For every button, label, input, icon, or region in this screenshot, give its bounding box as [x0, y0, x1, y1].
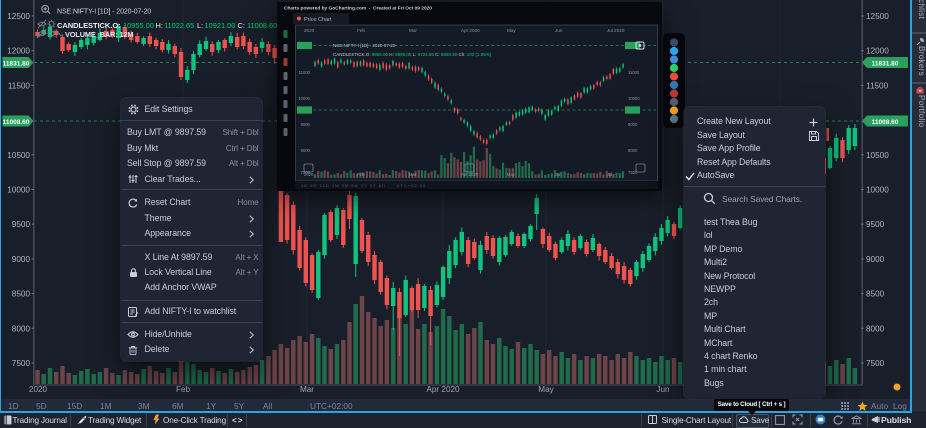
svg-text:11022.65: 11022.65: [164, 21, 194, 30]
svg-text:Apr 2020: Apr 2020: [461, 28, 480, 33]
svg-text:12500: 12500: [7, 12, 30, 21]
svg-text:CANDLESTICK.O:: CANDLESTICK.O:: [57, 21, 121, 30]
svg-text:Mar: Mar: [300, 385, 314, 394]
svg-text:NSE:NIFTY-I [1D] - 2020-07-20: NSE:NIFTY-I [1D] - 2020-07-20: [57, 8, 151, 15]
svg-text:11008.60: 11008.60: [3, 119, 30, 126]
svg-text:Feb: Feb: [357, 28, 365, 33]
svg-text:1D 5D 15D 1M 3M 6M 1Y 5: 1D 5D 15D 1M 3M 6M 1Y 5Y All UTC+02:00: [301, 183, 426, 188]
svg-text:7500: 7500: [628, 170, 638, 175]
svg-text:9500: 9500: [12, 220, 31, 229]
svg-text:2020: 2020: [304, 172, 314, 177]
svg-text:10000: 10000: [628, 96, 640, 101]
svg-text:CANDLESTICK.O: 9856.00 H: 9889: CANDLESTICK.O: 9856.00 H: 9889.05 L: 972…: [333, 52, 492, 57]
svg-text:11500: 11500: [866, 81, 889, 90]
svg-text:10500: 10500: [7, 151, 30, 160]
svg-text:11831.80: 11831.80: [872, 61, 899, 68]
svg-text:11008.60: 11008.60: [247, 21, 277, 30]
svg-text:Apr 2020: Apr 2020: [461, 172, 479, 177]
svg-text:10955.00: 10955.00: [123, 21, 154, 30]
svg-text:Jul 2020: Jul 2020: [607, 28, 625, 33]
svg-text:11000: 11000: [299, 70, 311, 75]
svg-text:7500: 7500: [866, 359, 885, 368]
svg-text:11831.80: 11831.80: [3, 61, 30, 68]
svg-text:9000: 9000: [301, 122, 311, 127]
svg-text:11000: 11000: [628, 70, 640, 75]
svg-text:2020: 2020: [29, 385, 48, 394]
svg-text:2020: 2020: [304, 28, 315, 33]
svg-text:Mar: Mar: [409, 28, 417, 33]
svg-text:VOLUME_BAR: 12M: VOLUME_BAR: 12M: [65, 30, 133, 39]
svg-text:H:: H:: [156, 21, 163, 30]
svg-text:8000: 8000: [628, 148, 638, 153]
svg-text:7500: 7500: [301, 170, 311, 175]
svg-text:Price Chart: Price Chart: [304, 17, 332, 23]
svg-text:7500: 7500: [12, 359, 31, 368]
svg-text:9000: 9000: [12, 255, 31, 264]
svg-text:May: May: [507, 172, 516, 177]
svg-text:12000: 12000: [7, 47, 30, 56]
svg-text:9500: 9500: [866, 220, 885, 229]
svg-text:8000: 8000: [12, 324, 31, 333]
svg-text:10500: 10500: [866, 151, 889, 160]
svg-text:May: May: [507, 28, 516, 33]
svg-text:10000: 10000: [866, 186, 889, 195]
svg-text:Charts powered by GoCharting.c: Charts powered by GoCharting.com - Creat…: [284, 6, 432, 12]
svg-text:Jul: Jul: [607, 172, 612, 177]
svg-text:10000: 10000: [7, 186, 30, 195]
svg-text:8000: 8000: [866, 324, 885, 333]
svg-text:11008.60: 11008.60: [872, 119, 899, 126]
svg-text:9000: 9000: [628, 122, 638, 127]
svg-text:8500: 8500: [866, 290, 885, 299]
svg-text:12000: 12000: [866, 47, 889, 56]
svg-text:Jun: Jun: [555, 28, 563, 33]
svg-text:Jun: Jun: [656, 385, 670, 394]
svg-text:11500: 11500: [8, 81, 31, 90]
svg-text:Jun: Jun: [555, 172, 562, 177]
svg-text:9000: 9000: [866, 255, 885, 264]
svg-text:Mar: Mar: [409, 172, 417, 177]
svg-text:8000: 8000: [301, 148, 311, 153]
svg-text:Apr 2020: Apr 2020: [426, 385, 460, 394]
svg-text:C:: C:: [238, 21, 245, 30]
svg-text:12500: 12500: [866, 12, 889, 21]
svg-text:Feb: Feb: [357, 172, 365, 177]
svg-text:May: May: [538, 385, 554, 394]
svg-text:8500: 8500: [12, 290, 31, 299]
svg-text:Feb: Feb: [176, 385, 191, 394]
svg-text:L:: L:: [197, 21, 203, 30]
svg-text:10921.00: 10921.00: [205, 21, 236, 30]
svg-text:10000: 10000: [298, 96, 310, 101]
